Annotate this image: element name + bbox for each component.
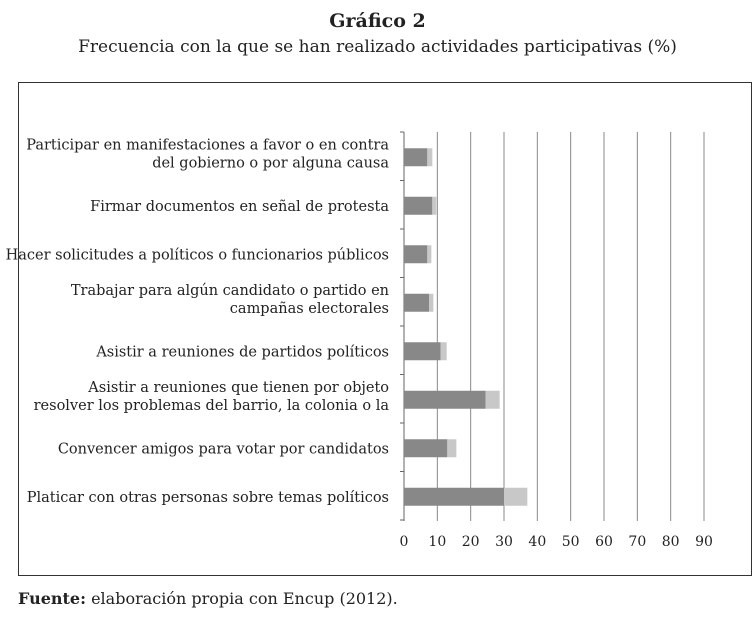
x-tick-label: 80 bbox=[662, 534, 680, 550]
chart-subtitle: Frecuencia con la que se han realizado a… bbox=[78, 37, 677, 57]
source-note: Fuente: elaboración propia con Encup (20… bbox=[18, 589, 398, 608]
category-label: Firmar documentos en señal de protesta bbox=[90, 199, 389, 215]
bar-segment bbox=[429, 293, 434, 312]
category-label: Convencer amigos para votar por candidat… bbox=[58, 441, 389, 457]
bar-segment bbox=[427, 245, 432, 264]
bar-segment bbox=[404, 245, 428, 264]
category-label: Participar en manifestaciones a favor o … bbox=[26, 137, 389, 153]
category-label: Asistir a reuniones que tienen por objet… bbox=[87, 380, 389, 396]
bar-segment bbox=[447, 439, 457, 458]
bar-segment bbox=[404, 342, 441, 361]
category-label: Hacer solicitudes a políticos o funciona… bbox=[6, 247, 389, 263]
chart-frame bbox=[18, 82, 752, 576]
category-label: campañas electorales bbox=[230, 301, 389, 317]
category-label: del gobierno o por alguna causa bbox=[152, 155, 389, 171]
bar-segment bbox=[504, 487, 528, 506]
bar-segment bbox=[404, 390, 486, 409]
bar-segment bbox=[404, 487, 504, 506]
source-label: Fuente: bbox=[18, 589, 86, 608]
x-tick-label: 60 bbox=[595, 534, 613, 550]
bar-segment bbox=[404, 439, 448, 458]
category-label: resolver los problemas del barrio, la co… bbox=[34, 398, 390, 414]
source-text: elaboración propia con Encup (2012). bbox=[86, 589, 398, 608]
x-tick-label: 30 bbox=[495, 534, 513, 550]
x-tick-label: 40 bbox=[528, 534, 546, 550]
x-tick-label: 90 bbox=[695, 534, 713, 550]
bar-segment bbox=[404, 196, 433, 215]
chart-title: Gráfico 2 bbox=[329, 10, 426, 32]
category-label: Asistir a reuniones de partidos político… bbox=[95, 344, 389, 360]
category-label: Platicar con otras personas sobre temas … bbox=[27, 490, 389, 506]
bar-segment bbox=[485, 390, 500, 409]
category-label: Trabajar para algún candidato o partido … bbox=[71, 283, 389, 299]
x-tick-label: 50 bbox=[562, 534, 580, 550]
bar-segment bbox=[432, 196, 437, 215]
bar-segment bbox=[404, 293, 429, 312]
x-tick-label: 70 bbox=[628, 534, 646, 550]
bar-segment bbox=[404, 148, 428, 167]
bar-segment bbox=[427, 148, 433, 167]
bar-segment bbox=[440, 342, 447, 361]
x-tick-label: 0 bbox=[400, 534, 409, 550]
x-tick-label: 20 bbox=[462, 534, 480, 550]
x-tick-label: 10 bbox=[428, 534, 446, 550]
